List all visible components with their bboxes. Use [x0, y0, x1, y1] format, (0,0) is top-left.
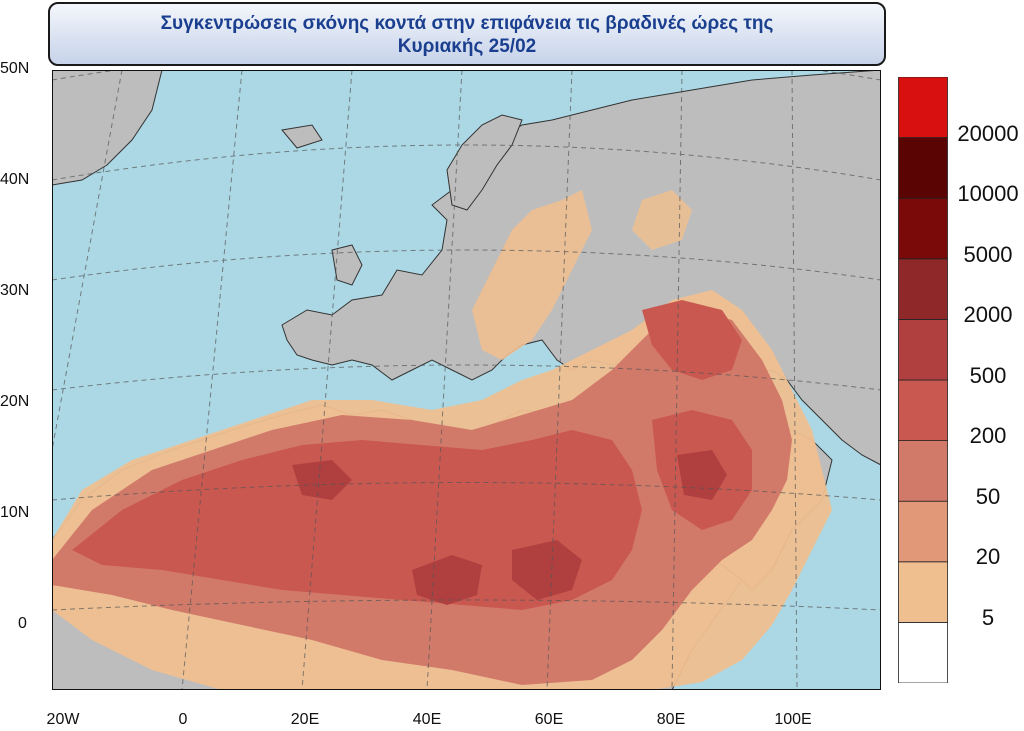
dust-core-4 — [292, 460, 352, 500]
legend-label-10000: 10000 — [957, 181, 1019, 206]
legend-label-20000: 20000 — [957, 121, 1019, 146]
lon-label-100e: 100E — [774, 711, 812, 728]
legend-color-box — [898, 440, 948, 502]
dust-concentration-map — [52, 70, 881, 690]
lat-label-40n: 40N — [0, 171, 30, 188]
lon-label-80e: 80E — [656, 711, 686, 728]
lon-label-20e: 20E — [290, 711, 320, 728]
legend-color-box — [898, 500, 948, 563]
legend-label-200: 200 — [969, 423, 1007, 448]
legend-label-5000: 5000 — [963, 242, 1013, 267]
legend-color-box — [898, 318, 948, 381]
legend-label-500: 500 — [969, 363, 1007, 388]
legend-label-2000: 2000 — [963, 302, 1013, 327]
lon-label-40e: 40E — [412, 711, 442, 728]
dust-core-1 — [412, 555, 482, 605]
legend-label-50: 50 — [975, 484, 1001, 509]
iceland — [281, 124, 323, 149]
dust-core-3 — [677, 450, 727, 500]
lat-label-0: 0 — [18, 615, 27, 632]
title-line-2: Κυριακής 25/02 — [397, 36, 537, 57]
lat-label-30n: 30N — [0, 282, 30, 299]
greenland — [52, 70, 163, 186]
color-legend — [898, 77, 948, 683]
dust-field — [52, 190, 832, 690]
dust-band-strong — [72, 430, 642, 610]
map-title: Συγκεντρώσεις σκόνης κοντά στην επιφάνει… — [48, 2, 886, 66]
lon-label-60e: 60E — [534, 711, 564, 728]
dust-band-europe — [472, 190, 592, 360]
map-border — [52, 70, 881, 690]
legend-color-box — [898, 258, 948, 320]
legend-color-box — [898, 622, 948, 683]
legend-label-20: 20 — [975, 544, 1001, 569]
lon-label-20w: 20W — [46, 711, 80, 728]
lon-label-0: 0 — [178, 711, 188, 728]
legend-color-box — [898, 561, 948, 623]
british-isles — [331, 244, 363, 286]
dust-core-2 — [512, 540, 582, 600]
legend-color-box — [898, 77, 948, 138]
legend-color-box — [898, 137, 948, 199]
legend-color-box — [898, 379, 948, 441]
lat-label-50n: 50N — [0, 60, 30, 77]
dust-band-iran — [642, 300, 742, 380]
legend-label-5: 5 — [981, 605, 995, 630]
lat-label-10n: 10N — [0, 504, 30, 521]
lat-label-20n: 20N — [0, 393, 30, 410]
title-line-1: Συγκεντρώσεις σκόνης κοντά στην επιφάνει… — [160, 13, 774, 34]
dust-band-caspian — [632, 190, 692, 250]
legend-color-box — [898, 197, 948, 260]
graticule — [52, 70, 881, 690]
